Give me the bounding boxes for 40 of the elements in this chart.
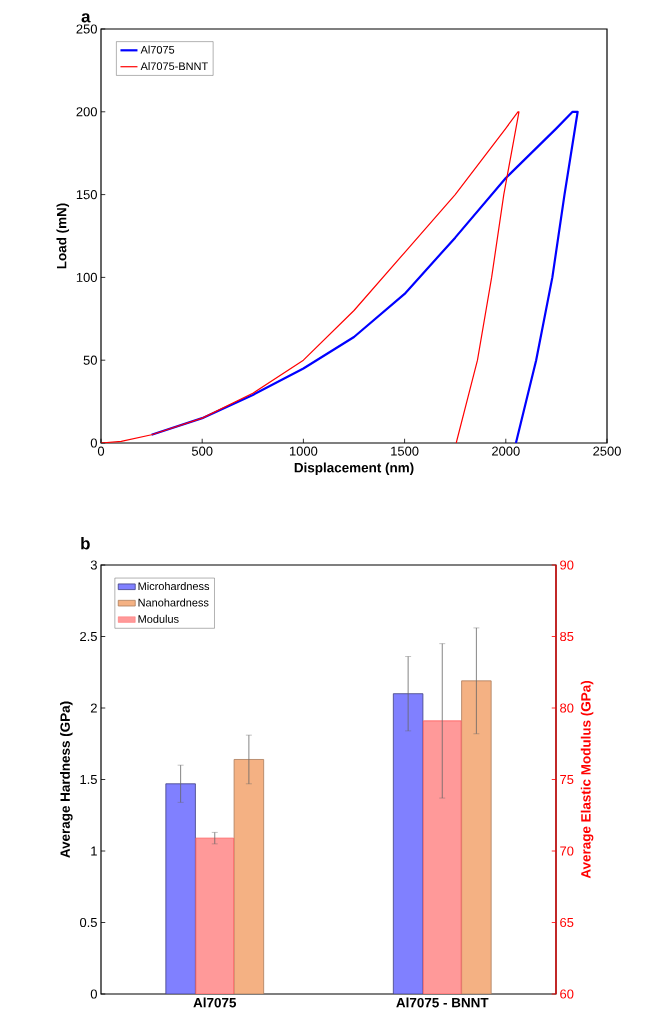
x-tick-label: 2000 [492,446,520,456]
legend-label: Al7075-BNNT [140,62,208,71]
y-tick-label: 100 [76,272,97,282]
y2-tick-label: 65 [560,917,574,928]
y2-tick-label: 80 [560,703,574,713]
legend-label: Modulus [138,614,179,623]
line-series [150,110,579,443]
y-tick-label: 3 [90,560,97,570]
y-tick-label: 0.5 [79,917,97,928]
line-series [101,111,520,443]
y-tick-label: 150 [76,190,97,200]
x-tick-label: 1000 [289,446,318,456]
y-axis-title: Average Hardness (GPa) [60,701,73,858]
y-tick-label: 200 [76,107,97,117]
y2-tick-label: 70 [560,846,574,856]
y2-tick-label: 75 [560,774,574,785]
x-tick-label: 0 [97,446,105,456]
y-tick-label: 2.5 [80,631,97,642]
legend-label: Al7075 [140,45,175,54]
x-tick-label: 2500 [593,446,621,456]
x-tick-label: Al7075 - BNNT [396,997,489,1008]
y-tick-label: 250 [76,24,97,34]
y-tick-label: 0 [90,989,97,999]
text: a [81,13,91,23]
y-tick-label: 2 [90,703,97,713]
y-tick-label: 50 [83,355,97,365]
y-tick-label: 1 [91,846,97,856]
x-tick-label: 1500 [391,446,419,456]
y-tick-label: 1.5 [80,774,97,785]
y2-tick-label: 85 [560,631,574,642]
y2-axis-title: Average Elastic Modulus (GPa) [580,681,594,879]
x-tick-label: 500 [191,446,213,456]
legend-label: Nanohardness [138,598,209,607]
x-axis-title: Displacement (nm) [294,462,414,476]
y-tick-label: 0 [90,438,97,448]
y2-tick-label: 60 [560,989,574,999]
y2-tick-label: 90 [560,560,574,570]
text: b [81,537,90,550]
y-axis-title: Load (mN) [56,203,70,269]
legend-label: Microhardness [138,582,210,591]
